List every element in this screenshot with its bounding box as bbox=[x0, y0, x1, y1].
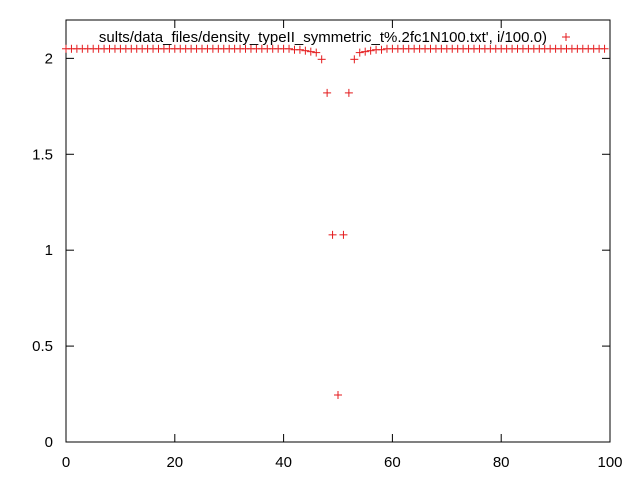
data-point bbox=[366, 46, 375, 55]
y-tick-label: 1 bbox=[45, 242, 53, 259]
data-point bbox=[350, 55, 359, 64]
data-point bbox=[312, 48, 321, 57]
legend-label: sults/data_files/density_typeII_symmetri… bbox=[99, 29, 547, 46]
data-point bbox=[295, 45, 304, 54]
data-point bbox=[361, 47, 370, 56]
legend: sults/data_files/density_typeII_symmetri… bbox=[99, 29, 570, 46]
x-tick-label: 80 bbox=[493, 454, 510, 471]
data-point bbox=[328, 230, 337, 239]
data-point bbox=[301, 46, 310, 55]
x-axis: 0 20 40 60 80 100 bbox=[62, 20, 623, 471]
y-tick-label: 1.5 bbox=[32, 146, 53, 163]
x-tick-label: 100 bbox=[597, 454, 622, 471]
plot-frame bbox=[65, 19, 611, 443]
y-tick-label: 2 bbox=[45, 50, 53, 67]
y-tick-label: 0 bbox=[45, 434, 53, 451]
data-point bbox=[285, 44, 294, 53]
data-points bbox=[62, 44, 609, 400]
data-point bbox=[377, 45, 386, 54]
x-tick-label: 20 bbox=[166, 454, 183, 471]
data-point bbox=[317, 55, 326, 64]
data-point bbox=[323, 88, 332, 97]
data-point bbox=[334, 391, 342, 400]
x-tick-label: 60 bbox=[384, 454, 401, 471]
y-tick-label: 0.5 bbox=[32, 338, 53, 355]
data-point bbox=[306, 47, 315, 56]
data-point bbox=[600, 44, 609, 53]
y-axis: 0 0.5 1 1.5 2 bbox=[32, 50, 610, 451]
data-point bbox=[339, 230, 348, 239]
x-tick-label: 0 bbox=[62, 454, 70, 471]
data-point bbox=[344, 88, 353, 97]
x-tick-label: 40 bbox=[275, 454, 292, 471]
data-point bbox=[355, 48, 364, 57]
